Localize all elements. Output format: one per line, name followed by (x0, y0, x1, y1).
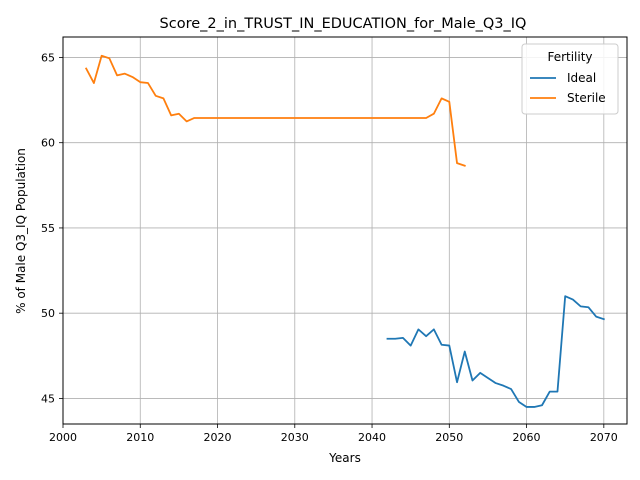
x-tick-label: 2030 (281, 431, 309, 444)
y-tick-label: 45 (41, 392, 55, 405)
legend-title: Fertility (547, 50, 592, 64)
x-axis-label: Years (328, 451, 361, 465)
x-tick-label: 2000 (49, 431, 77, 444)
y-axis-label: % of Male Q3_IQ Population (14, 148, 28, 314)
legend-label-sterile: Sterile (567, 91, 606, 105)
x-tick-label: 2060 (513, 431, 541, 444)
series-line-ideal (386, 295, 605, 408)
x-tick-label: 2070 (590, 431, 618, 444)
x-tick-label: 2050 (435, 431, 463, 444)
chart-title: Score_2_in_TRUST_IN_EDUCATION_for_Male_Q… (160, 16, 527, 32)
x-tick-label: 2010 (126, 431, 154, 444)
y-tick-label: 65 (41, 51, 55, 64)
legend-label-ideal: Ideal (567, 71, 596, 85)
legend-box (521, 43, 619, 115)
legend: Fertility Ideal Sterile (521, 43, 619, 115)
axis-ticks: 2000 2010 2020 2030 2040 2050 2060 2070 45 50 55 60… (41, 51, 618, 444)
y-tick-label: 50 (41, 307, 55, 320)
series-line-sterile (84, 54, 466, 167)
y-tick-label: 55 (41, 222, 55, 235)
series-lines (84, 54, 605, 408)
x-tick-label: 2040 (358, 431, 386, 444)
plot-frame (62, 36, 628, 425)
x-tick-label: 2020 (204, 431, 232, 444)
y-tick-label: 60 (41, 137, 55, 150)
